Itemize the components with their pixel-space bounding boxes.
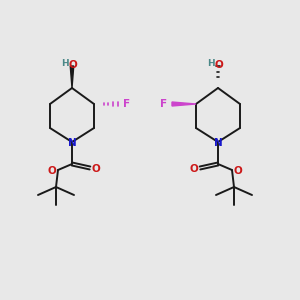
Text: F: F [123,99,130,109]
Text: O: O [69,60,77,70]
Text: H: H [207,58,215,68]
Text: N: N [214,138,222,148]
Polygon shape [172,102,196,106]
Polygon shape [70,66,74,88]
Text: O: O [92,164,100,174]
Text: O: O [214,60,224,70]
Text: O: O [48,166,56,176]
Text: H: H [61,58,69,68]
Text: N: N [68,138,76,148]
Text: O: O [190,164,198,174]
Text: F: F [160,99,167,109]
Text: O: O [234,166,242,176]
